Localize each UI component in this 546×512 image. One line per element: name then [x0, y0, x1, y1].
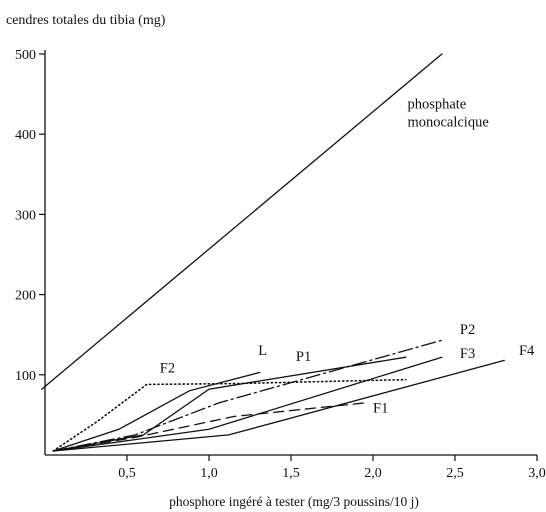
series-label-f1: F1 — [373, 400, 388, 416]
series-label-f2: F2 — [160, 360, 175, 376]
x-tick-label: 3,0 — [528, 466, 546, 481]
y-axis-label: cendres totales du tibia (mg) — [6, 13, 166, 28]
series-lines — [41, 53, 505, 452]
x-tick-label: 1,0 — [200, 466, 218, 481]
x-tick-label: 0,5 — [118, 466, 136, 481]
series-label-f4: F4 — [519, 343, 535, 359]
x-tick-label: 2,0 — [364, 466, 382, 481]
x-tick-label: 1,5 — [282, 466, 300, 481]
y-tick-label: 200 — [15, 289, 36, 304]
series-line-f3 — [52, 356, 443, 452]
series-label-phosphate: phosphate monocalcique — [407, 97, 488, 131]
y-tick-label: 500 — [15, 48, 36, 63]
x-axis-label: phosphore ingéré à tester (mg/3 poussins… — [169, 494, 419, 509]
series-line-p2 — [52, 339, 443, 452]
y-tick-label: 300 — [15, 208, 36, 223]
series-label-p2: P2 — [460, 322, 475, 338]
series-line-p1 — [52, 356, 407, 452]
series-line-f2 — [52, 378, 407, 452]
series-label-f3: F3 — [460, 346, 475, 362]
axes: 100 200 300 400 500 0,5 1,0 1,5 2,0 2,5 3,0 — [15, 48, 546, 481]
x-tick-label: 2,5 — [446, 466, 464, 481]
series-label-p1: P1 — [296, 349, 311, 365]
series-line-phosphate — [41, 53, 443, 390]
y-tick-label: 400 — [15, 128, 36, 143]
y-tick-label: 100 — [15, 369, 36, 384]
series-labels: phosphate monocalcique F2 L P1 P2 F3 F4 F1 — [160, 97, 535, 417]
series-line-l — [52, 371, 261, 452]
series-line-f1 — [52, 402, 366, 452]
series-label-l: L — [258, 343, 267, 359]
series-line-f4 — [52, 359, 505, 452]
